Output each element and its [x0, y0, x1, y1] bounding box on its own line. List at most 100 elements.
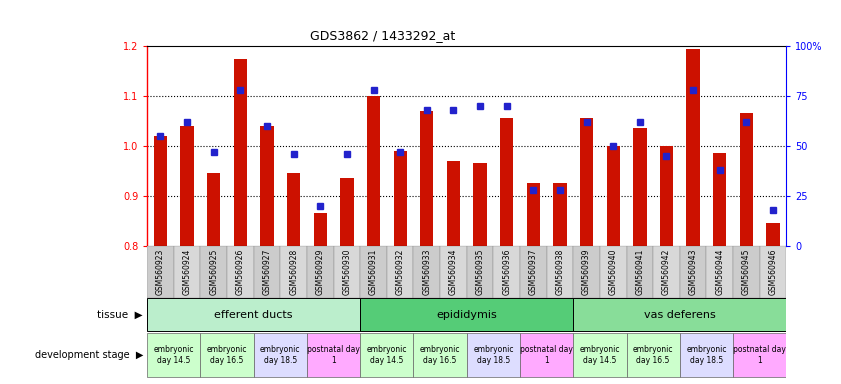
Bar — [234, 58, 247, 246]
Text: vas deferens: vas deferens — [644, 310, 716, 320]
Text: embryonic
day 16.5: embryonic day 16.5 — [207, 346, 247, 365]
Text: GDS3862 / 1433292_at: GDS3862 / 1433292_at — [310, 29, 455, 42]
FancyBboxPatch shape — [414, 333, 467, 377]
Text: GSM560927: GSM560927 — [262, 248, 272, 295]
Bar — [500, 118, 513, 246]
FancyBboxPatch shape — [627, 246, 653, 298]
Text: GSM560928: GSM560928 — [289, 248, 299, 295]
Text: embryonic
day 18.5: embryonic day 18.5 — [686, 346, 727, 365]
Text: GSM560932: GSM560932 — [395, 248, 405, 295]
FancyBboxPatch shape — [494, 246, 520, 298]
Text: embryonic
day 18.5: embryonic day 18.5 — [260, 346, 300, 365]
Bar — [367, 96, 380, 246]
FancyBboxPatch shape — [706, 246, 733, 298]
Text: GSM560933: GSM560933 — [422, 248, 431, 295]
FancyBboxPatch shape — [440, 246, 467, 298]
Bar — [314, 214, 327, 246]
FancyBboxPatch shape — [200, 333, 254, 377]
FancyBboxPatch shape — [627, 333, 680, 377]
Text: GSM560944: GSM560944 — [715, 248, 724, 295]
FancyBboxPatch shape — [360, 246, 387, 298]
Text: GSM560930: GSM560930 — [342, 248, 352, 295]
FancyBboxPatch shape — [547, 246, 574, 298]
FancyBboxPatch shape — [147, 246, 174, 298]
Text: GSM560942: GSM560942 — [662, 248, 671, 295]
FancyBboxPatch shape — [574, 333, 627, 377]
Text: postnatal day
1: postnatal day 1 — [307, 346, 360, 365]
Text: GSM560939: GSM560939 — [582, 248, 591, 295]
Bar — [287, 174, 300, 246]
FancyBboxPatch shape — [334, 246, 360, 298]
Text: embryonic
day 14.5: embryonic day 14.5 — [367, 346, 407, 365]
Bar — [526, 184, 540, 246]
FancyBboxPatch shape — [574, 246, 600, 298]
Text: embryonic
day 16.5: embryonic day 16.5 — [420, 346, 460, 365]
Bar — [420, 111, 433, 246]
FancyBboxPatch shape — [360, 298, 574, 331]
Bar — [207, 174, 220, 246]
FancyBboxPatch shape — [759, 246, 786, 298]
Text: epididymis: epididymis — [436, 310, 497, 320]
Bar — [580, 118, 593, 246]
Text: GSM560937: GSM560937 — [529, 248, 538, 295]
FancyBboxPatch shape — [200, 246, 227, 298]
Bar — [261, 126, 273, 246]
FancyBboxPatch shape — [680, 246, 706, 298]
Bar — [660, 146, 673, 246]
Text: GSM560926: GSM560926 — [235, 248, 245, 295]
FancyBboxPatch shape — [360, 333, 414, 377]
Bar — [766, 223, 780, 246]
FancyBboxPatch shape — [653, 246, 680, 298]
FancyBboxPatch shape — [574, 298, 786, 331]
FancyBboxPatch shape — [520, 333, 574, 377]
Text: GSM560929: GSM560929 — [315, 248, 325, 295]
Text: efferent ducts: efferent ducts — [214, 310, 293, 320]
FancyBboxPatch shape — [520, 246, 547, 298]
Bar — [447, 161, 460, 246]
Bar — [553, 184, 567, 246]
Bar — [686, 48, 700, 246]
Bar — [473, 164, 487, 246]
Bar — [606, 146, 620, 246]
FancyBboxPatch shape — [414, 246, 440, 298]
Bar — [394, 151, 407, 246]
Text: tissue  ▶: tissue ▶ — [98, 310, 143, 320]
FancyBboxPatch shape — [227, 246, 254, 298]
FancyBboxPatch shape — [600, 246, 627, 298]
FancyBboxPatch shape — [280, 246, 307, 298]
Text: embryonic
day 16.5: embryonic day 16.5 — [633, 346, 674, 365]
Text: GSM560945: GSM560945 — [742, 248, 751, 295]
Text: GSM560941: GSM560941 — [635, 248, 644, 295]
Text: embryonic
day 14.5: embryonic day 14.5 — [579, 346, 620, 365]
Text: GSM560931: GSM560931 — [369, 248, 378, 295]
FancyBboxPatch shape — [254, 333, 307, 377]
FancyBboxPatch shape — [733, 333, 786, 377]
Text: GSM560946: GSM560946 — [769, 248, 778, 295]
Text: postnatal day
1: postnatal day 1 — [521, 346, 573, 365]
FancyBboxPatch shape — [254, 246, 280, 298]
Text: GSM560935: GSM560935 — [475, 248, 484, 295]
FancyBboxPatch shape — [733, 246, 759, 298]
Bar — [341, 178, 353, 246]
Text: embryonic
day 14.5: embryonic day 14.5 — [154, 346, 194, 365]
FancyBboxPatch shape — [387, 246, 414, 298]
FancyBboxPatch shape — [147, 298, 360, 331]
Bar — [154, 136, 167, 246]
Text: GSM560943: GSM560943 — [689, 248, 698, 295]
Text: GSM560936: GSM560936 — [502, 248, 511, 295]
Text: development stage  ▶: development stage ▶ — [34, 350, 143, 360]
Bar — [713, 154, 727, 246]
Bar — [633, 129, 647, 246]
FancyBboxPatch shape — [174, 246, 200, 298]
Text: GSM560938: GSM560938 — [555, 248, 564, 295]
Text: GSM560934: GSM560934 — [449, 248, 458, 295]
FancyBboxPatch shape — [467, 246, 494, 298]
FancyBboxPatch shape — [307, 333, 360, 377]
Text: embryonic
day 18.5: embryonic day 18.5 — [473, 346, 514, 365]
Text: postnatal day
1: postnatal day 1 — [733, 346, 786, 365]
Bar — [740, 114, 753, 246]
Text: GSM560923: GSM560923 — [156, 248, 165, 295]
Bar — [181, 126, 193, 246]
FancyBboxPatch shape — [307, 246, 334, 298]
FancyBboxPatch shape — [680, 333, 733, 377]
